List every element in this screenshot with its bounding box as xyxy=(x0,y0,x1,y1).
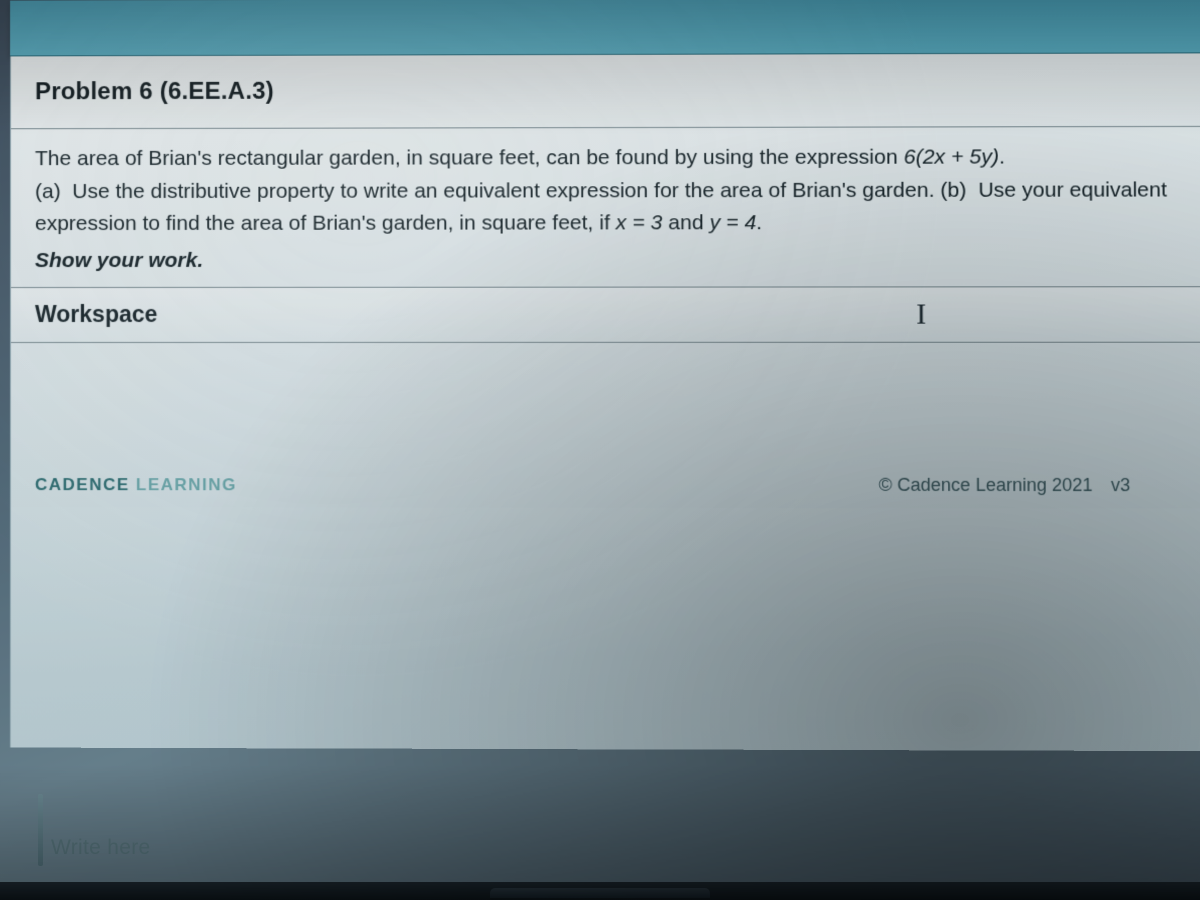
brand-word-a: CADENCE xyxy=(35,475,130,494)
taskbar[interactable] xyxy=(0,882,1200,900)
copyright-line: © Cadence Learning 2021 v3 xyxy=(879,475,1131,496)
workspace-row[interactable]: Workspace I xyxy=(11,287,1200,343)
problem-intro: The area of Brian's rectangular garden, … xyxy=(35,141,1190,176)
worksheet-page: Problem 6 (6.EE.A.3) The area of Brian's… xyxy=(10,53,1200,750)
intro-text-pre: The area of Brian's rectangular garden, … xyxy=(35,146,904,171)
version-text: v3 xyxy=(1111,475,1130,495)
below-page-gap xyxy=(11,507,1200,751)
part-b-mid: and xyxy=(662,211,709,234)
workspace-blank-area[interactable] xyxy=(11,342,1200,463)
problem-title: Problem 6 (6.EE.A.3) xyxy=(35,76,1190,107)
brand-logo-text: CADENCE LEARNING xyxy=(35,475,237,495)
part-b-label: (b) xyxy=(940,178,966,201)
text-cursor-icon: I xyxy=(916,297,926,331)
workspace-label: Workspace xyxy=(35,301,157,328)
part-a-text: Use the distributive property to write a… xyxy=(72,178,934,202)
brand-word-b: LEARNING xyxy=(130,475,237,494)
problem-part-a: (a) Use the distributive property to wri… xyxy=(35,178,940,202)
part-a-label: (a) xyxy=(35,180,61,203)
part-b-post: . xyxy=(756,211,762,234)
show-your-work: Show your work. xyxy=(35,248,1190,273)
part-b-y: y = 4 xyxy=(710,211,757,234)
intro-text-post: . xyxy=(999,145,1005,168)
part-b-x: x = 3 xyxy=(616,211,663,234)
document-viewport: Problem 6 (6.EE.A.3) The area of Brian's… xyxy=(10,0,1200,751)
write-here-label: Write here xyxy=(51,836,150,866)
worksheet-footer: CADENCE LEARNING © Cadence Learning 2021… xyxy=(11,463,1200,508)
copyright-text: © Cadence Learning 2021 xyxy=(879,475,1093,495)
problem-header-cell: Problem 6 (6.EE.A.3) xyxy=(11,53,1200,129)
problem-body-cell: The area of Brian's rectangular garden, … xyxy=(11,127,1200,288)
app-header-band xyxy=(10,0,1200,56)
ink-write-here[interactable]: Write here xyxy=(38,794,150,866)
taskbar-center-glow xyxy=(490,888,710,898)
ink-handle-icon xyxy=(38,794,43,866)
intro-expression: 6(2x + 5y) xyxy=(904,145,999,168)
